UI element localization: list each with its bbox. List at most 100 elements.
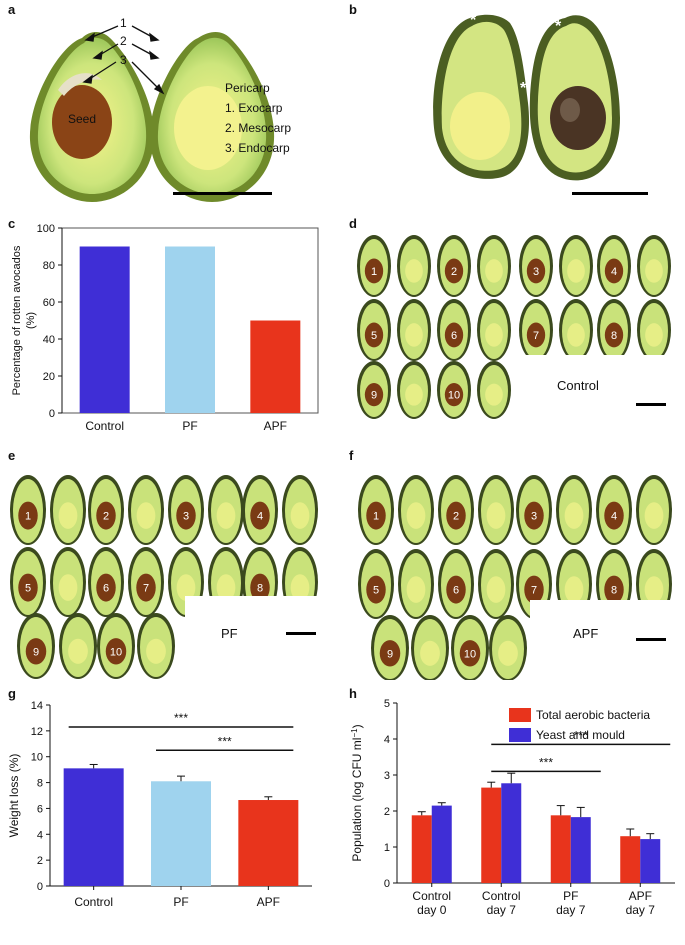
avocado-number: 1 bbox=[373, 511, 379, 523]
panel-letter-c: c bbox=[8, 216, 16, 231]
avocado-2-0: 9 bbox=[371, 615, 409, 680]
avocado-seed bbox=[524, 575, 544, 604]
x-tick-label: PF bbox=[182, 419, 197, 433]
avocado-seed-cavity bbox=[564, 502, 584, 529]
x-tick-label: APF bbox=[257, 895, 280, 909]
avocado-seed bbox=[446, 575, 466, 604]
avocado-seed bbox=[459, 640, 481, 667]
scale-bar-e bbox=[286, 632, 316, 635]
avocado-number: 8 bbox=[611, 585, 617, 597]
avocado-seed bbox=[136, 573, 156, 602]
avocado-seed bbox=[364, 258, 384, 284]
seed-label: Seed bbox=[68, 112, 97, 126]
label-box-e bbox=[185, 596, 335, 676]
avocado-seed-cavity bbox=[136, 502, 156, 529]
y-tick-label: 20 bbox=[43, 371, 55, 383]
avocado-seed-cavity bbox=[176, 574, 196, 601]
avocado-number: 5 bbox=[25, 583, 31, 595]
avocado-number: 5 bbox=[371, 330, 377, 342]
avocado-number: 8 bbox=[257, 583, 263, 595]
apf-avocados-photo: 1 2 3 4 5 6 7 8 9 10 bbox=[358, 475, 672, 680]
avocado-seed bbox=[250, 501, 270, 530]
panel-letter-a: a bbox=[8, 2, 16, 17]
panel-letter-b: b bbox=[349, 2, 357, 17]
avocado-0-4: 3 bbox=[516, 475, 552, 545]
scale-bar-a bbox=[173, 192, 272, 195]
callout-1: 1 bbox=[120, 16, 127, 30]
panel-letter-e: e bbox=[8, 448, 16, 463]
y-tick-label: 40 bbox=[43, 334, 55, 346]
bar-control bbox=[63, 768, 124, 886]
avocado-seed bbox=[444, 383, 464, 407]
y-tick-label: 5 bbox=[384, 698, 390, 710]
scale-bar-d bbox=[636, 403, 666, 406]
avocado-seed-cavity bbox=[420, 640, 440, 666]
avocado-0-7 bbox=[636, 475, 672, 545]
avocado-0-1 bbox=[398, 475, 434, 545]
avocado-number: 2 bbox=[103, 511, 109, 523]
panel-letter-f: f bbox=[349, 448, 354, 463]
avocado-0-0: 1 bbox=[358, 475, 394, 545]
avocado-2-3 bbox=[137, 613, 175, 679]
x-tick-label: APF bbox=[264, 419, 287, 433]
svg-text:Weight loss (%): Weight loss (%) bbox=[7, 754, 21, 838]
avocado-seed-cavity bbox=[645, 323, 663, 347]
legend-label: Yeast and mould bbox=[536, 728, 625, 742]
avocado-seed-cavity bbox=[486, 502, 506, 529]
avocado-seed bbox=[444, 322, 464, 348]
bar-pf bbox=[151, 781, 211, 886]
avocado-seed-cavity bbox=[644, 576, 664, 603]
avocado-seed-cavity bbox=[485, 323, 503, 347]
y-tick-label: 2 bbox=[384, 806, 390, 818]
bar-apf bbox=[250, 320, 301, 413]
avocado-seed-cavity bbox=[290, 574, 310, 601]
avocado-seed bbox=[526, 322, 546, 348]
avocado-seed bbox=[364, 383, 384, 407]
avocado-1-3: 7 bbox=[128, 547, 164, 617]
scale-bar-b bbox=[572, 192, 648, 195]
y-tick-label: 3 bbox=[384, 770, 390, 782]
x-tick-label: PF bbox=[563, 889, 578, 903]
pf-label: PF bbox=[221, 626, 238, 641]
avocado-right-half bbox=[149, 32, 275, 202]
scale-bar-f bbox=[636, 638, 666, 641]
avocado-seed bbox=[604, 322, 624, 348]
avocado-0-4: 3 bbox=[168, 475, 204, 545]
avocado-number: 6 bbox=[453, 585, 459, 597]
x-tick-label: APF bbox=[629, 889, 652, 903]
avocado-seed-cavity bbox=[567, 259, 585, 283]
callout-2: 2 bbox=[120, 34, 127, 48]
bar-control bbox=[79, 246, 130, 413]
y-tick-label: 60 bbox=[43, 297, 55, 309]
y-tick-label: 1 bbox=[384, 842, 390, 854]
legend-swatch bbox=[509, 708, 531, 722]
marker-3: * bbox=[555, 18, 562, 35]
avocado-0-6: 4 bbox=[242, 475, 278, 545]
bar-yeast bbox=[640, 839, 661, 883]
svg-text:Percentage of rotten avocados: Percentage of rotten avocados bbox=[11, 245, 23, 395]
callout-arrows bbox=[82, 25, 165, 95]
avocado-1-1 bbox=[397, 299, 431, 361]
avocado-number: 10 bbox=[110, 646, 122, 658]
avocado-1-4: 7 bbox=[519, 299, 553, 361]
avocado-number: 1 bbox=[25, 511, 31, 523]
avocado-seed bbox=[250, 573, 270, 602]
avocado-section-photo bbox=[29, 25, 275, 202]
bar-apf bbox=[238, 800, 299, 886]
pericarp-legend-title: Pericarp bbox=[225, 81, 270, 95]
marker-2: * bbox=[520, 80, 527, 97]
avocado-seed bbox=[25, 638, 47, 665]
avocado-1-6: 8 bbox=[597, 299, 631, 361]
avocado-seed-cavity bbox=[486, 576, 506, 603]
avocado-seed-cavity bbox=[58, 502, 78, 529]
rotten-avocados-chart: 0 20 40 60 80 100 Control PF APF Percentage of ro… bbox=[11, 223, 319, 433]
avocado-seed-cavity bbox=[564, 576, 584, 603]
avocado-1-1 bbox=[50, 547, 86, 617]
avocado-0-3 bbox=[128, 475, 164, 545]
avocado-seed bbox=[446, 501, 466, 530]
avocado-0-5 bbox=[208, 475, 244, 545]
avocado-number: 9 bbox=[371, 390, 377, 402]
x-tick-label: Control bbox=[85, 419, 124, 433]
y-tick-label: 100 bbox=[37, 223, 55, 235]
avocado-seed-cavity bbox=[406, 576, 426, 603]
